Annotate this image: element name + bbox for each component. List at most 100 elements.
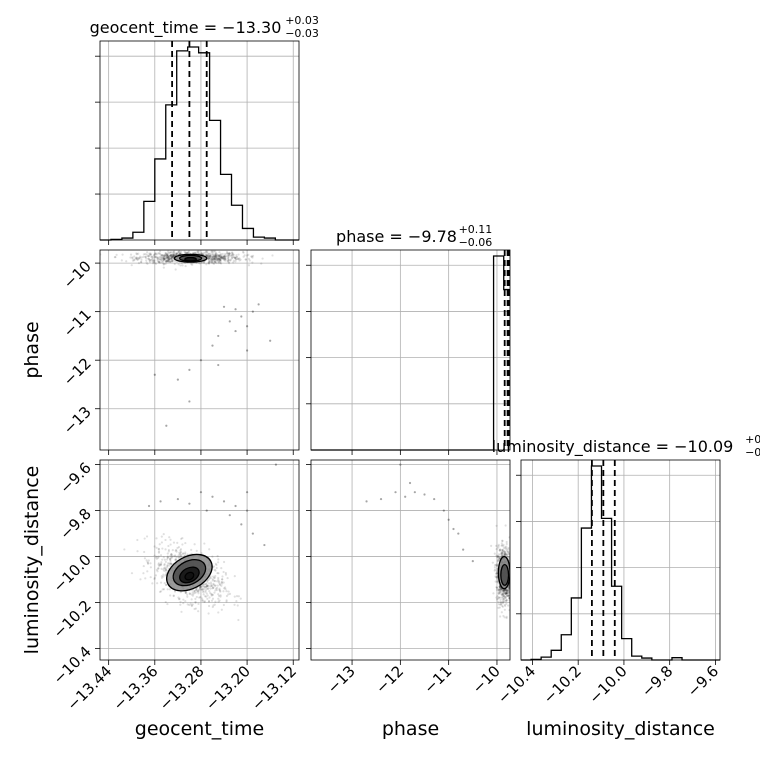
scatter-point [506,555,509,558]
scatter-point [223,586,227,589]
scatter-point [195,588,198,592]
outlier-point [240,315,243,318]
scatter-point [131,257,134,260]
scatter-point [205,263,208,266]
scatter-point [179,551,182,554]
scatter-point [155,568,158,571]
scatter-point [162,533,165,536]
scatter-point [182,602,185,605]
scatter-point [153,261,156,265]
scatter-point [164,255,167,258]
scatter-point [166,588,169,591]
scatter-point [222,590,225,593]
scatter-point [180,537,183,541]
scatter-point [497,558,501,561]
outlier-point [188,400,191,403]
scatter-point [159,554,163,557]
scatter-point [217,578,220,581]
scatter-point [203,583,206,586]
scatter-point [197,592,200,595]
scatter-point [164,262,167,266]
scatter-point [166,256,169,259]
scatter-point [215,257,218,260]
scatter-point [223,257,226,260]
scatter-point [198,588,201,591]
scatter-point [164,259,168,262]
scatter-point [136,258,139,261]
scatter-point [158,590,162,594]
scatter-point [161,255,164,259]
title-minus-error: −0.05 [745,446,760,459]
panel-frame [99,459,300,661]
scatter-point [503,550,506,553]
scatter-point [170,255,173,258]
scatter-point [137,262,141,265]
scatter-point [210,261,213,264]
scatter-point [219,252,222,256]
scatter-point [218,256,221,259]
scatter-point [225,590,228,593]
scatter-point [493,566,497,569]
scatter-points [100,250,274,427]
density-contour [184,256,197,262]
scatter-point [143,537,146,540]
scatter-point [162,573,165,576]
scatter-point [502,588,506,592]
scatter-point [166,564,169,568]
scatter-point [219,594,222,597]
scatter-point [209,255,212,258]
scatter-point [167,256,170,259]
scatter-point [175,252,178,256]
scatter-point [214,254,217,257]
scatter-point [214,562,217,565]
scatter-point [501,548,504,551]
scatter-point [498,587,501,590]
scatter-point [219,259,222,263]
scatter-point [137,257,140,260]
scatter-point [501,552,504,555]
scatter-point [164,257,167,261]
scatter-point [233,603,236,606]
outlier-point [251,310,254,313]
scatter-point [501,600,504,603]
scatter-point [161,254,164,257]
scatter-point [505,615,508,618]
scatter-point [224,571,227,575]
scatter-point [505,545,508,548]
scatter-point [129,253,133,256]
scatter-point [497,596,500,599]
scatter-point [210,258,213,261]
scatter-point [201,588,204,591]
scatter-point [184,541,187,545]
scatter-point [501,548,504,552]
scatter-point [505,590,508,593]
outlier-point [413,491,416,494]
scatter-point [209,252,212,255]
scatter-point [137,252,140,255]
x-axis-label-luminosity_distance: luminosity_distance [526,718,715,740]
scatter-point [493,552,496,555]
title-plus-error: +0.05 [745,433,760,446]
scatter-point [158,258,162,261]
scatter-point [168,251,171,254]
scatter-point [166,259,169,262]
scatter-point [177,546,181,549]
scatter-point [501,592,505,596]
scatter-point [139,260,143,264]
scatter-point [213,261,216,264]
scatter-point [224,255,227,259]
scatter-point [197,610,200,613]
scatter-point [162,260,165,263]
scatter-point [179,603,182,606]
scatter-point [214,569,217,572]
scatter-point [163,257,166,260]
scatter-point [166,253,169,257]
scatter-point [144,255,147,258]
scatter-point [500,553,503,556]
scatter-point [203,600,206,603]
scatter-point [212,575,215,578]
scatter-point [166,566,169,569]
scatter-point [505,599,508,602]
scatter-point [496,580,499,583]
scatter-point [242,251,245,254]
